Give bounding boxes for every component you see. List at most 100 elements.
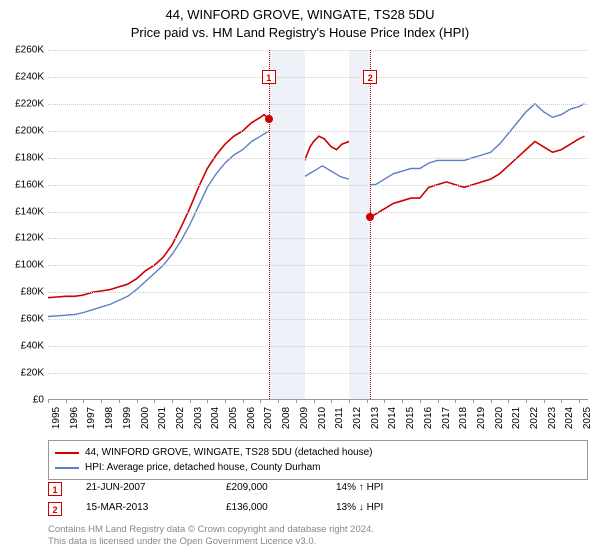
xtick-label: 2016 bbox=[423, 407, 434, 429]
xtick-label: 2017 bbox=[441, 407, 452, 429]
xtick-mark bbox=[384, 399, 385, 403]
xtick-label: 2001 bbox=[157, 407, 168, 429]
event-box-1: 1 bbox=[48, 482, 62, 496]
xtick-mark bbox=[561, 399, 562, 403]
xtick-mark bbox=[579, 399, 580, 403]
gridline-y bbox=[48, 212, 588, 213]
footer-line-1: Contains HM Land Registry data © Crown c… bbox=[48, 524, 588, 536]
footer-attribution: Contains HM Land Registry data © Crown c… bbox=[48, 524, 588, 549]
xtick-label: 2023 bbox=[547, 407, 558, 429]
ytick-label: £0 bbox=[4, 395, 44, 406]
event-date-1: 21-JUN-2007 bbox=[86, 482, 226, 496]
xtick-mark bbox=[438, 399, 439, 403]
series-line-price_paid bbox=[48, 104, 585, 298]
xtick-mark bbox=[402, 399, 403, 403]
events-table: 1 21-JUN-2007 £209,000 14% ↑ HPI 2 15-MA… bbox=[48, 482, 588, 522]
legend-label-price-paid: 44, WINFORD GROVE, WINGATE, TS28 5DU (de… bbox=[85, 445, 373, 460]
gridline-y bbox=[48, 158, 588, 159]
title-sub: Price paid vs. HM Land Registry's House … bbox=[0, 24, 600, 42]
ytick-label: £220K bbox=[4, 98, 44, 109]
xtick-mark bbox=[119, 399, 120, 403]
xtick-mark bbox=[172, 399, 173, 403]
xtick-mark bbox=[367, 399, 368, 403]
event-delta-1: 14% ↑ HPI bbox=[336, 482, 446, 496]
xtick-label: 1998 bbox=[104, 407, 115, 429]
event-marker: 1 bbox=[262, 70, 276, 84]
gridline-y bbox=[48, 77, 588, 78]
xtick-label: 2012 bbox=[352, 407, 363, 429]
xtick-label: 2000 bbox=[140, 407, 151, 429]
xtick-mark bbox=[349, 399, 350, 403]
xtick-mark bbox=[101, 399, 102, 403]
xtick-mark bbox=[207, 399, 208, 403]
xtick-label: 2010 bbox=[317, 407, 328, 429]
event-date-2: 15-MAR-2013 bbox=[86, 502, 226, 516]
event-dot bbox=[366, 213, 374, 221]
ytick-label: £120K bbox=[4, 233, 44, 244]
xtick-mark bbox=[154, 399, 155, 403]
xtick-mark bbox=[296, 399, 297, 403]
legend-label-hpi: HPI: Average price, detached house, Coun… bbox=[85, 460, 321, 475]
xtick-mark bbox=[225, 399, 226, 403]
xtick-mark bbox=[473, 399, 474, 403]
ytick-label: £20K bbox=[4, 368, 44, 379]
xtick-label: 1997 bbox=[86, 407, 97, 429]
xtick-label: 2021 bbox=[511, 407, 522, 429]
xtick-label: 2002 bbox=[175, 407, 186, 429]
gridline-y bbox=[48, 238, 588, 239]
event-price-1: £209,000 bbox=[226, 482, 336, 496]
gridline-y bbox=[48, 265, 588, 266]
gridline-y bbox=[48, 131, 588, 132]
xtick-mark bbox=[508, 399, 509, 403]
xtick-mark bbox=[66, 399, 67, 403]
ytick-label: £80K bbox=[4, 287, 44, 298]
xtick-mark bbox=[48, 399, 49, 403]
xtick-label: 2007 bbox=[263, 407, 274, 429]
gridline-y bbox=[48, 346, 588, 347]
gridline-y bbox=[48, 185, 588, 186]
xtick-label: 2008 bbox=[281, 407, 292, 429]
xtick-label: 1996 bbox=[69, 407, 80, 429]
xtick-label: 1999 bbox=[122, 407, 133, 429]
xtick-label: 2020 bbox=[494, 407, 505, 429]
gridline-y bbox=[48, 104, 588, 105]
ytick-label: £40K bbox=[4, 341, 44, 352]
xtick-label: 2006 bbox=[246, 407, 257, 429]
event-delta-2: 13% ↓ HPI bbox=[336, 502, 446, 516]
xtick-label: 2015 bbox=[405, 407, 416, 429]
xtick-label: 2013 bbox=[370, 407, 381, 429]
legend-box: 44, WINFORD GROVE, WINGATE, TS28 5DU (de… bbox=[48, 440, 588, 480]
legend-row-price-paid: 44, WINFORD GROVE, WINGATE, TS28 5DU (de… bbox=[55, 445, 581, 460]
gridline-y bbox=[48, 319, 588, 320]
xtick-mark bbox=[83, 399, 84, 403]
xtick-mark bbox=[260, 399, 261, 403]
legend-swatch-hpi bbox=[55, 467, 79, 469]
xtick-mark bbox=[190, 399, 191, 403]
xtick-label: 2011 bbox=[334, 407, 345, 429]
ytick-label: £160K bbox=[4, 179, 44, 190]
ytick-label: £180K bbox=[4, 152, 44, 163]
xtick-label: 2005 bbox=[228, 407, 239, 429]
xtick-mark bbox=[331, 399, 332, 403]
xtick-label: 2018 bbox=[458, 407, 469, 429]
gridline-y bbox=[48, 373, 588, 374]
xtick-label: 2024 bbox=[564, 407, 575, 429]
event-line bbox=[269, 50, 270, 399]
xtick-label: 2003 bbox=[193, 407, 204, 429]
xtick-mark bbox=[137, 399, 138, 403]
ytick-label: £60K bbox=[4, 314, 44, 325]
footer-line-2: This data is licensed under the Open Gov… bbox=[48, 536, 588, 548]
xtick-mark bbox=[420, 399, 421, 403]
event-dot bbox=[265, 115, 273, 123]
xtick-label: 2022 bbox=[529, 407, 540, 429]
legend-swatch-price-paid bbox=[55, 452, 79, 454]
event-box-2: 2 bbox=[48, 502, 62, 516]
ytick-label: £260K bbox=[4, 45, 44, 56]
xtick-mark bbox=[314, 399, 315, 403]
chart-lines-svg bbox=[48, 50, 588, 400]
gridline-y bbox=[48, 50, 588, 51]
gridline-y bbox=[48, 292, 588, 293]
xtick-mark bbox=[243, 399, 244, 403]
xtick-mark bbox=[544, 399, 545, 403]
xtick-label: 2019 bbox=[476, 407, 487, 429]
